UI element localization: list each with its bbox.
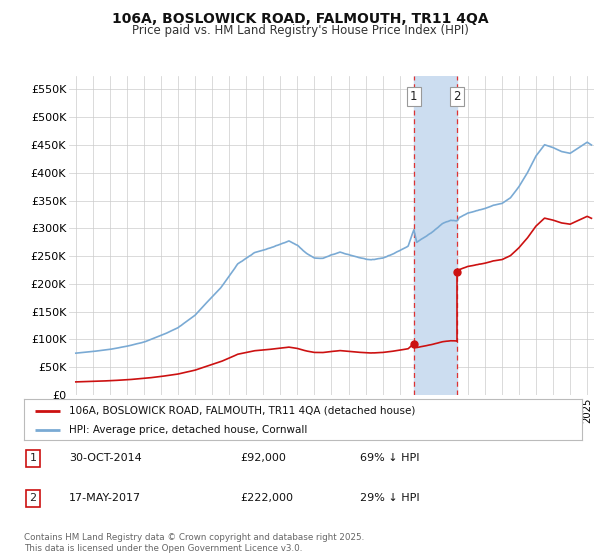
Text: 2: 2 <box>454 90 461 103</box>
Text: HPI: Average price, detached house, Cornwall: HPI: Average price, detached house, Corn… <box>68 424 307 435</box>
Text: 29% ↓ HPI: 29% ↓ HPI <box>360 493 419 503</box>
Text: 17-MAY-2017: 17-MAY-2017 <box>69 493 141 503</box>
Text: 1: 1 <box>29 453 37 463</box>
Text: 1: 1 <box>410 90 418 103</box>
Text: £222,000: £222,000 <box>240 493 293 503</box>
Text: 30-OCT-2014: 30-OCT-2014 <box>69 453 142 463</box>
Text: 106A, BOSLOWICK ROAD, FALMOUTH, TR11 4QA: 106A, BOSLOWICK ROAD, FALMOUTH, TR11 4QA <box>112 12 488 26</box>
Text: £92,000: £92,000 <box>240 453 286 463</box>
Text: Contains HM Land Registry data © Crown copyright and database right 2025.
This d: Contains HM Land Registry data © Crown c… <box>24 533 364 553</box>
Text: 106A, BOSLOWICK ROAD, FALMOUTH, TR11 4QA (detached house): 106A, BOSLOWICK ROAD, FALMOUTH, TR11 4QA… <box>68 405 415 416</box>
Text: Price paid vs. HM Land Registry's House Price Index (HPI): Price paid vs. HM Land Registry's House … <box>131 24 469 36</box>
Bar <box>414 76 457 395</box>
Text: 2: 2 <box>29 493 37 503</box>
Text: 69% ↓ HPI: 69% ↓ HPI <box>360 453 419 463</box>
